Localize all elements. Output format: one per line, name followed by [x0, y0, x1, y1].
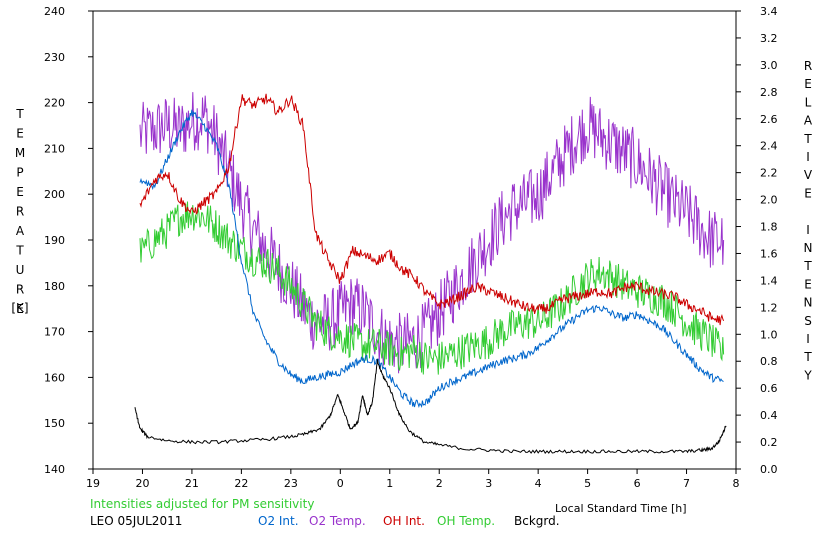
y-right-tick-label: 1.2 [760, 301, 778, 314]
y-right-tick-label: 3.4 [760, 5, 778, 18]
station-date-text: LEO 05JUL2011 [90, 514, 182, 528]
y-left-tick-label: 150 [44, 417, 65, 430]
x-tick-label: 23 [284, 477, 298, 490]
x-tick-label: 5 [584, 477, 591, 490]
y-left-tick-label: 180 [44, 280, 65, 293]
y-right-tick-label: 1.0 [760, 328, 778, 341]
x-tick-label: 20 [135, 477, 149, 490]
x-tick-label: 3 [485, 477, 492, 490]
series-line-bckgrd [134, 358, 727, 454]
y-right-tick-label: 2.8 [760, 86, 778, 99]
note-text: Intensities adjusted for PM sensitivity [90, 497, 314, 511]
series-group [134, 92, 727, 454]
y-right-tick-label: 2.6 [760, 113, 778, 126]
legend-entry: Bckgrd. [514, 514, 560, 528]
y-right-tick-label: 1.8 [760, 221, 778, 234]
x-tick-label: 7 [683, 477, 690, 490]
series-line-oh-int [139, 93, 725, 326]
y-left-axis-ticks: 140 150 160 170 180 190 200 210 220 230 240 [44, 5, 93, 476]
x-tick-label: 1 [386, 477, 393, 490]
x-tick-label: 22 [234, 477, 248, 490]
legend-entry: O2 Int. [258, 514, 299, 528]
y-right-tick-label: 0.2 [760, 436, 778, 449]
y-right-tick-label: 2.0 [760, 194, 778, 207]
series-line-oh-temp [139, 201, 725, 375]
y-left-tick-label: 170 [44, 326, 65, 339]
y-left-tick-label: 210 [44, 142, 65, 155]
x-tick-label: 6 [634, 477, 641, 490]
y-left-tick-label: 140 [44, 463, 65, 476]
y-left-axis-unit: [K] [11, 301, 28, 315]
y-right-tick-label: 2.4 [760, 140, 778, 153]
x-tick-label: 19 [86, 477, 100, 490]
x-tick-label: 2 [436, 477, 443, 490]
legend: O2 Int. O2 Temp. OH Int. OH Temp. Bckgrd. [258, 514, 560, 528]
y-left-tick-label: 200 [44, 188, 65, 201]
plot-frame [92, 10, 737, 470]
y-right-tick-label: 0.4 [760, 409, 778, 422]
y-right-tick-label: 0.0 [760, 463, 778, 476]
y-right-tick-label: 2.2 [760, 167, 778, 180]
x-tick-label: 0 [337, 477, 344, 490]
x-tick-label: 4 [535, 477, 542, 490]
y-left-tick-label: 240 [44, 5, 65, 18]
y-right-tick-label: 1.6 [760, 247, 778, 260]
y-right-tick-label: 1.4 [760, 274, 778, 287]
y-right-tick-label: 3.2 [760, 32, 778, 45]
y-right-tick-label: 0.6 [760, 382, 778, 395]
x-axis-ticks: 19 20 21 22 23 0 1 2 3 4 5 6 7 8 [86, 469, 740, 490]
series-line-o2-int [139, 109, 724, 409]
y-right-axis-ticks: 0.0 0.2 0.4 0.6 0.8 1.0 1.2 1.4 1.6 1.8 2.0 2.2 2.4 2… [736, 5, 778, 476]
series-line-o2-temp [139, 92, 725, 374]
y-left-tick-label: 190 [44, 234, 65, 247]
y-left-tick-label: 220 [44, 97, 65, 110]
y-right-tick-label: 3.0 [760, 59, 778, 72]
x-tick-label: 21 [185, 477, 199, 490]
legend-entry: OH Temp. [437, 514, 495, 528]
legend-entry: OH Int. [383, 514, 425, 528]
legend-entry: O2 Temp. [309, 514, 366, 528]
y-left-tick-label: 230 [44, 51, 65, 64]
y-right-tick-label: 0.8 [760, 355, 778, 368]
x-axis-label: Local Standard Time [h] [555, 502, 687, 515]
y-left-tick-label: 160 [44, 371, 65, 384]
x-tick-label: 8 [733, 477, 740, 490]
